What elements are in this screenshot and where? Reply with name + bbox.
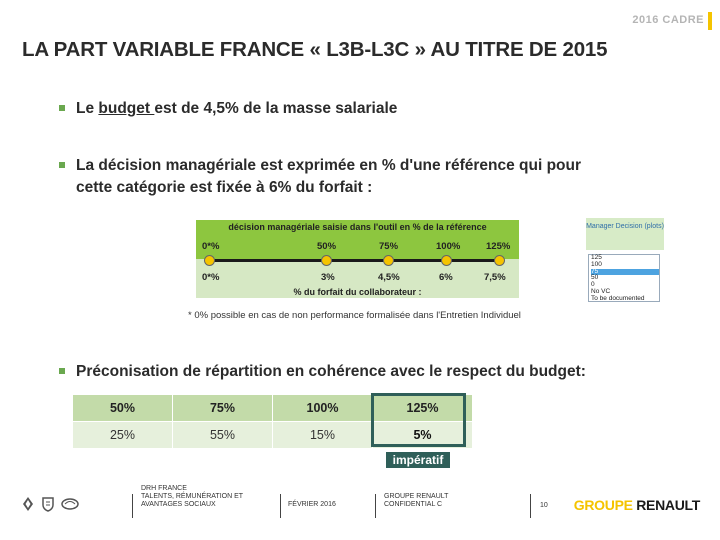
dacia-shield-icon [40, 496, 56, 512]
manager-decision-header: Manager Decision (plots) [586, 218, 664, 250]
footnote: * 0% possible en cas de non performance … [188, 310, 521, 321]
scale-dot [383, 255, 394, 266]
scale-bottom-label: 4,5% [378, 272, 400, 283]
scale-dot [441, 255, 452, 266]
table-cell: 25% [72, 421, 173, 449]
footer-department: DRH FRANCE TALENTS, RÉMUNÉRATION ET AVAN… [141, 485, 243, 509]
scale-bottom-label: 3% [321, 272, 335, 283]
scale-bottom-label: 0*% [202, 272, 220, 283]
bullet-decision-line2: cette catégorie est fixée à 6% du forfai… [76, 179, 373, 196]
manager-decision-option[interactable]: 0 [591, 281, 595, 289]
footer-company-line: GROUPE RENAULT [384, 493, 449, 500]
manager-decision-option[interactable]: 50 [591, 274, 599, 282]
scale-top-label: 75% [379, 241, 399, 252]
footer-department-line: TALENTS, RÉMUNÉRATION ET [141, 493, 244, 500]
renault-diamond-icon [20, 496, 36, 512]
table-header-cell: 100% [272, 394, 373, 422]
logo-renault: RENAULT [636, 497, 700, 513]
footer-company: GROUPE RENAULT CONFIDENTIAL C [384, 493, 448, 509]
footer-date: FÉVRIER 2016 [288, 501, 336, 508]
manager-decision-option[interactable]: 125 [591, 254, 602, 261]
scale-header: décision managériale saisie dans l'outil… [228, 222, 487, 232]
page-title: LA PART VARIABLE FRANCE « L3B-L3C » AU T… [22, 38, 608, 61]
scale-top-label: 125% [486, 241, 511, 252]
table-header-cell: 50% [72, 394, 173, 422]
scale-top-label: 100% [436, 241, 461, 252]
scale-top-label: 50% [317, 241, 337, 252]
bullet-preconisation-text: Préconisation de répartition en cohérenc… [76, 363, 586, 380]
page-number: 10 [540, 502, 548, 509]
bullet-marker [59, 368, 65, 374]
manager-decision-option[interactable]: No VC [591, 287, 611, 295]
bullet-marker [59, 162, 65, 168]
scale-top-label: 0*% [202, 241, 220, 252]
footer-separator [132, 494, 133, 518]
footer-department-line: DRH FRANCE [141, 485, 187, 492]
footer-separator [280, 494, 281, 518]
bullet-decision-line1: La décision managériale est exprimée en … [76, 157, 582, 174]
scale-dot [204, 255, 215, 266]
bullet-decision: La décision managériale est exprimée en … [59, 155, 582, 199]
footer-department-line: AVANTAGES SOCIAUX [141, 501, 216, 508]
bullet-budget-pre: Le [76, 100, 99, 117]
scale-line [209, 259, 504, 262]
samsung-oval-icon [60, 496, 80, 512]
highlight-frame [371, 393, 466, 447]
scale-bottom-label: 7,5% [484, 272, 506, 283]
section-tag: 2016 CADRE [632, 14, 704, 26]
section-tag-bar [708, 12, 712, 30]
manager-decision-option-selected[interactable]: 75 [591, 268, 659, 276]
table-row: 25% 55% 15% 5% [72, 421, 473, 449]
scale-dot [494, 255, 505, 266]
footer-separator [375, 494, 376, 518]
scale-top-band [196, 220, 519, 259]
table-header-cell: 75% [172, 394, 273, 422]
logo-groupe: GROUPE [573, 497, 637, 513]
manager-decision-option[interactable]: 100 [591, 260, 602, 268]
manager-decision-list[interactable]: 125 100 75 50 0 No VC To be documented [588, 254, 660, 302]
footer-company-line: CONFIDENTIAL C [384, 501, 443, 508]
manager-decision-option[interactable]: To be documented [591, 294, 645, 302]
scale-dot [321, 255, 332, 266]
bullet-budget-underline: budget [98, 100, 155, 117]
table-cell: 55% [172, 421, 273, 449]
bullet-budget-post: est de 4,5% de la masse salariale [154, 100, 398, 117]
distribution-table: 50% 75% 100% 125% 25% 55% 15% 5% [72, 394, 473, 449]
groupe-renault-logo: GROUPE RENAULT [573, 497, 701, 513]
imperatif-label: impératif [386, 452, 450, 468]
scale-bottom-label: 6% [439, 272, 453, 283]
bullet-budget: Le budget est de 4,5% de la masse salari… [59, 98, 398, 120]
scale-footer: % du forfait du collaborateur : [293, 287, 422, 297]
footer-separator [530, 494, 531, 518]
bullet-marker [59, 105, 65, 111]
bullet-preconisation: Préconisation de répartition en cohérenc… [59, 361, 586, 383]
table-cell: 15% [272, 421, 373, 449]
